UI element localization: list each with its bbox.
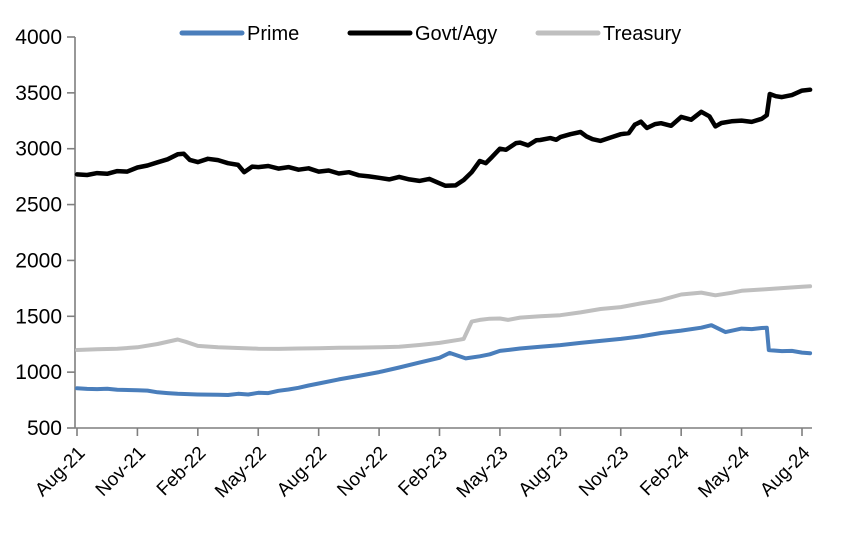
legend-label: Prime [247,23,299,45]
x-tick-label: Feb-22 [153,443,210,500]
y-tick-label: 4000 [15,26,62,49]
x-tick-label: Nov-22 [333,443,391,501]
x-tick-label: Aug-21 [31,443,89,501]
legend-label: Treasury [603,23,681,45]
x-tick-label: May-22 [211,443,271,503]
y-tick-label: 2000 [15,249,62,272]
series-line-treasury [75,284,813,352]
y-tick-label: 2500 [15,194,62,217]
y-tick-label: 3000 [15,138,62,161]
x-tick-label: Feb-23 [395,443,452,500]
series-line-govt-agy [74,87,813,189]
x-tick-label: Nov-21 [92,443,150,501]
x-tick-label: Aug-23 [515,443,573,501]
x-tick-label: May-24 [694,442,754,502]
x-tick-label: Aug-24 [756,442,814,500]
y-tick-label: 3500 [15,82,62,105]
y-tick-label: 1000 [15,361,62,384]
y-tick-label: 500 [27,417,62,440]
x-tick-label: Aug-22 [273,443,331,501]
x-tick-label: Feb-24 [636,442,694,500]
x-tick-label: Nov-23 [575,443,633,501]
x-tick-label: May-23 [453,443,513,503]
series-line-prime [75,323,813,397]
y-tick-label: 1500 [15,305,62,328]
legend-label: Govt/Agy [415,23,497,45]
